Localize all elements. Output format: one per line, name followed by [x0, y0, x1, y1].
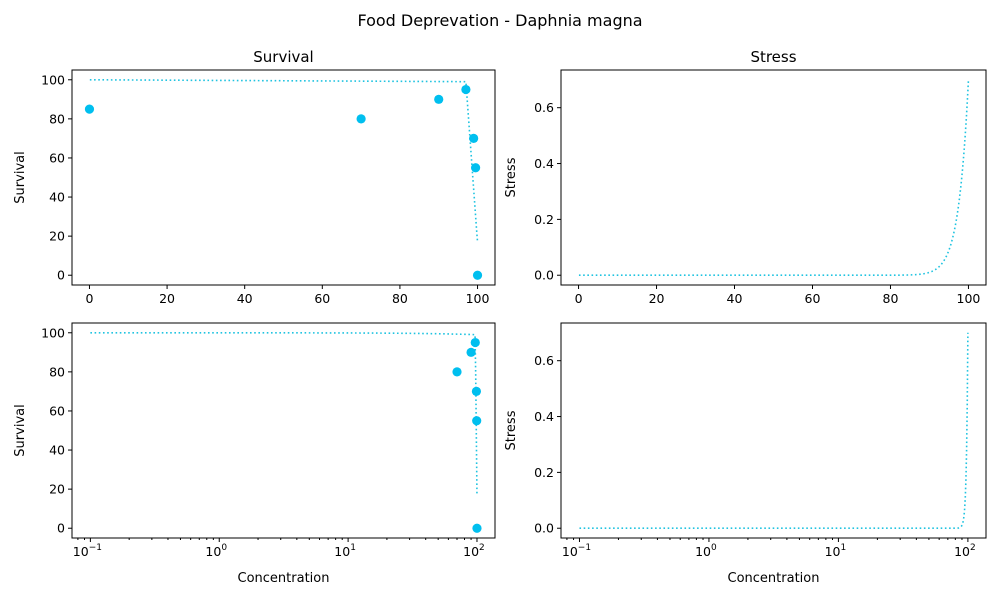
model-curve — [579, 332, 969, 530]
y-tick-label: 0.6 — [534, 353, 554, 368]
x-tick-label: 101 — [334, 543, 356, 559]
y-tick-label: 20 — [49, 482, 65, 497]
x-tick-label: 100 — [695, 543, 717, 559]
x-tick-exponent: 0 — [221, 543, 227, 553]
subplot-stress-log: 10−1 100 101 1020.00.20.40.6ConcentrationSt… — [504, 322, 987, 586]
data-point — [466, 347, 476, 357]
y-tick-label: 100 — [41, 325, 65, 340]
x-tick-label: 100 — [466, 291, 490, 306]
model-curve — [89, 78, 479, 243]
x-tick-label: 40 — [237, 291, 253, 306]
y-tick-label: 0.4 — [534, 409, 554, 424]
axes-frame — [560, 322, 987, 539]
x-tick-label: 20 — [159, 291, 175, 306]
y-axis-label: Survival — [13, 404, 28, 456]
x-tick-label: 100 — [205, 543, 227, 559]
model-curve — [578, 79, 970, 277]
x-tick-exponent: 2 — [479, 543, 485, 553]
y-axis-label: Survival — [13, 151, 28, 203]
x-tick-exponent: 1 — [350, 543, 356, 553]
x-tick-label: 80 — [392, 291, 408, 306]
figure-suptitle: Food Deprevation - Daphnia magna — [357, 11, 642, 30]
y-tick-label: 0.2 — [534, 212, 554, 227]
x-tick-label: 100 — [957, 291, 981, 306]
y-tick-label: 40 — [49, 443, 65, 458]
data-point — [452, 367, 462, 377]
data-point — [469, 133, 479, 144]
data-point — [84, 104, 95, 114]
data-point — [461, 84, 471, 95]
x-tick-label: 102 — [954, 543, 976, 559]
y-tick-label: 0 — [57, 521, 65, 536]
data-point — [472, 270, 483, 280]
x-axis-label: Concentration — [238, 571, 330, 586]
x-tick-label: 102 — [463, 543, 485, 559]
data-point — [471, 386, 482, 397]
y-tick-label: 100 — [41, 72, 65, 87]
axes-frame — [71, 69, 496, 286]
x-tick-label: 60 — [805, 291, 821, 306]
x-tick-label: 0 — [85, 291, 93, 306]
subplot-title: Survival — [253, 48, 313, 66]
x-tick-label: 0 — [575, 291, 583, 306]
y-tick-label: 40 — [49, 190, 65, 205]
y-tick-label: 0.2 — [534, 465, 554, 480]
data-point — [470, 163, 481, 173]
data-point — [472, 416, 482, 426]
x-tick-label: 80 — [883, 291, 899, 306]
y-tick-label: 60 — [49, 403, 65, 418]
data-point — [472, 523, 482, 533]
y-tick-label: 0.4 — [534, 156, 554, 171]
y-tick-label: 20 — [49, 229, 65, 244]
data-point — [470, 337, 480, 348]
x-tick-label: 10−1 — [562, 543, 591, 559]
x-tick-exponent: 0 — [711, 543, 717, 553]
y-tick-label: 0.6 — [534, 100, 554, 115]
axes-frame — [71, 322, 496, 539]
x-axis-label: Concentration — [728, 571, 820, 586]
model-curve — [90, 331, 478, 496]
x-tick-exponent: −1 — [578, 543, 591, 553]
x-tick-label: 10−1 — [73, 543, 102, 559]
x-tick-label: 60 — [314, 291, 330, 306]
x-tick-label: 20 — [649, 291, 665, 306]
data-point — [356, 114, 366, 124]
y-tick-label: 80 — [49, 111, 65, 126]
x-tick-label: 101 — [825, 543, 847, 559]
subplot-survival-log: 10−1 100 101 102020406080100ConcentrationSu… — [13, 322, 496, 586]
subplot-survival-linear: 0 20 40 60 80 100 0 20 40 60 80 100 Survival Survival — [13, 48, 496, 306]
y-axis-label: Stress — [504, 410, 519, 450]
x-tick-exponent: 1 — [841, 543, 847, 553]
y-tick-label: 80 — [49, 364, 65, 379]
subplot-stress-linear: 0 20 40 60 80 100 0.0 0.2 0.4 0.6 Stress Stress — [504, 48, 987, 306]
axes-frame — [560, 69, 987, 286]
x-tick-exponent: 2 — [970, 543, 976, 553]
x-tick-exponent: −1 — [89, 543, 102, 553]
x-tick-label: 40 — [727, 291, 743, 306]
y-tick-label: 0.0 — [534, 521, 554, 536]
y-axis-label: Stress — [504, 157, 519, 197]
y-tick-label: 0 — [57, 268, 65, 283]
y-tick-label: 60 — [49, 150, 65, 165]
y-tick-label: 0.0 — [534, 268, 554, 283]
subplot-title: Stress — [750, 48, 796, 66]
data-point — [434, 94, 444, 104]
